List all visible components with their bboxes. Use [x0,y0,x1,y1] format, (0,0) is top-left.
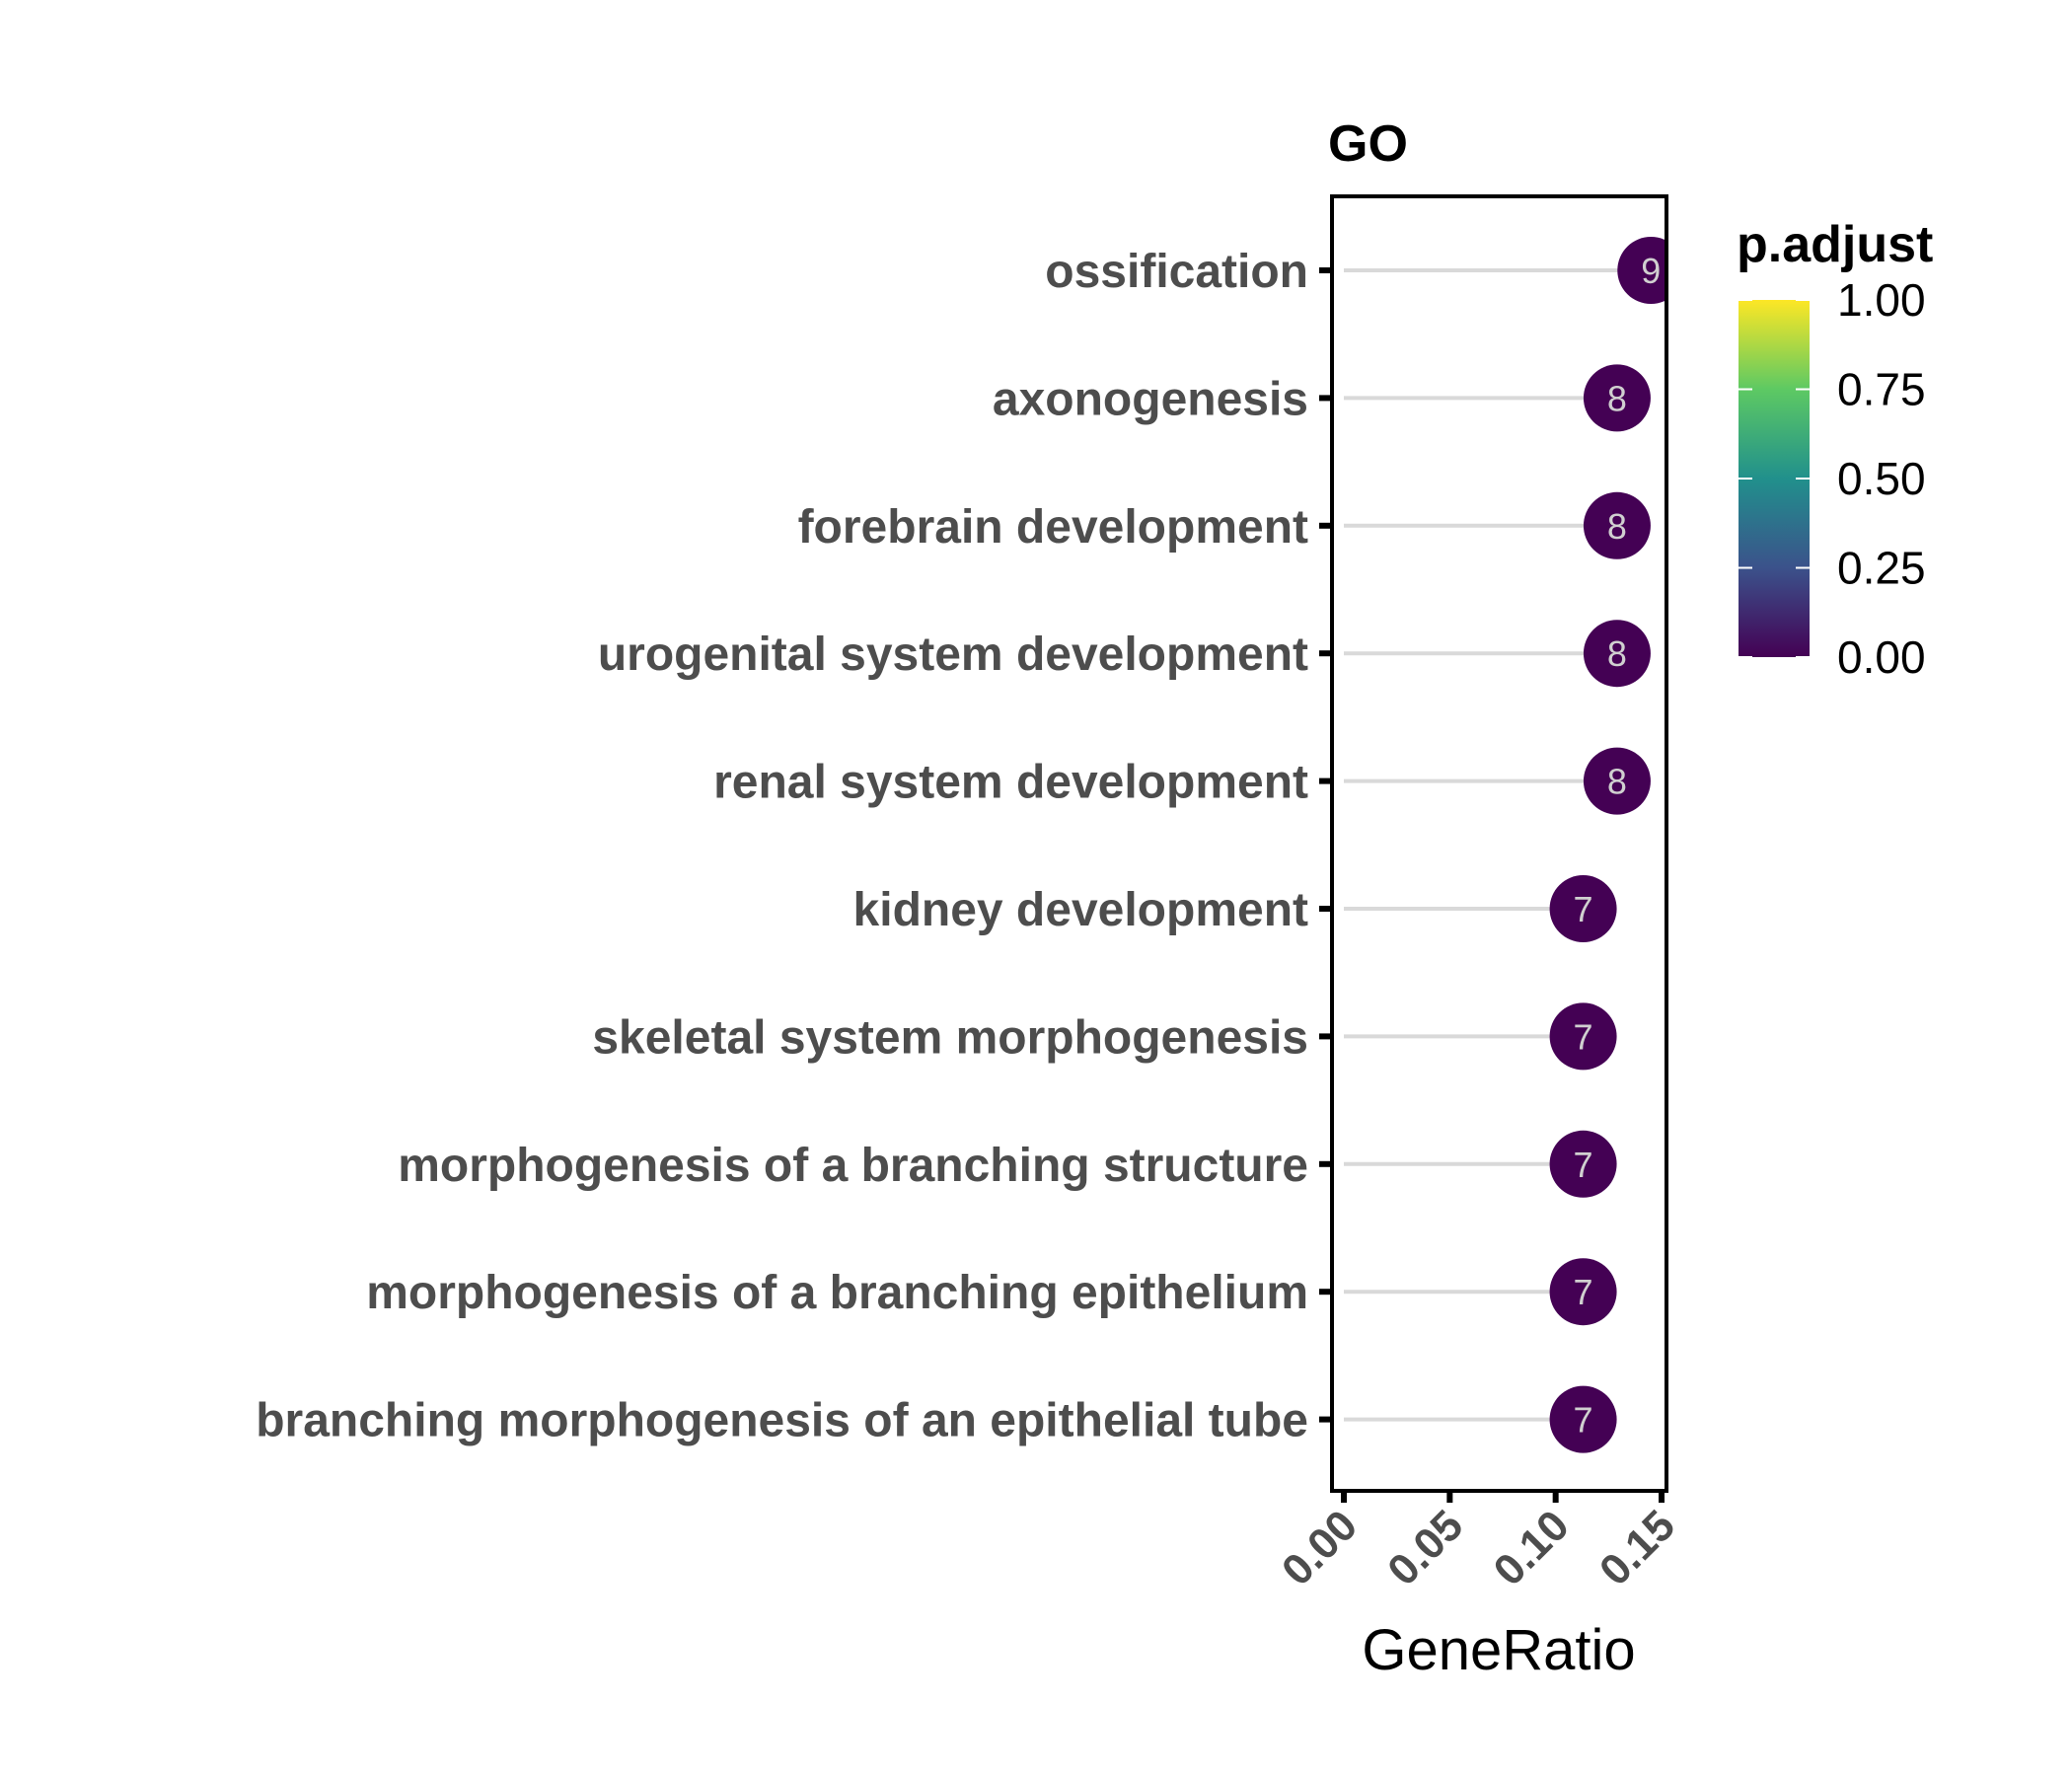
y-tick-label: ossification [1045,246,1308,298]
y-tick-label: branching morphogenesis of an epithelial… [256,1395,1308,1447]
legend: p.adjust 0.00 0.25 0.50 0.75 1.00 [1737,216,1933,683]
data-point [1583,364,1651,432]
data-point [1549,1385,1617,1453]
colorbar-ticks: 0.00 0.25 0.50 0.75 1.00 [1739,274,1926,683]
data-point [1617,237,1665,304]
x-tick-label: 0.00 [1273,1501,1367,1594]
legend-title: p.adjust [1737,216,1933,273]
x-tick-label: 0.05 [1378,1501,1472,1594]
colorbar-tick-label: 0.75 [1837,364,1926,415]
data-point [1549,1130,1617,1198]
count-label: 8 [1607,633,1627,674]
data-point [1549,1002,1617,1071]
data-point [1549,1258,1617,1326]
y-tick-label: morphogenesis of a branching structure [398,1140,1308,1192]
plot-panel-border [1330,194,1668,1493]
colorbar-tick-label: 0.25 [1837,543,1926,594]
y-tick-label: forebrain development [798,501,1308,554]
count-label: 7 [1574,1400,1593,1441]
y-tick-label: axonogenesis [993,373,1308,425]
x-axis: 0.00 0.05 0.10 0.15 [1273,1491,1684,1595]
count-label: 7 [1574,1272,1593,1312]
data-point [1549,875,1617,942]
colorbar-tick-label: 1.00 [1837,274,1926,326]
y-tick-label: urogenital system development [598,629,1308,681]
y-tick-label: morphogenesis of a branching epithelium [366,1267,1308,1319]
count-label: 7 [1574,1016,1593,1057]
x-axis-title: GeneRatio [1362,1618,1635,1682]
count-label: 9 [1641,251,1661,291]
x-tick-label: 0.15 [1591,1501,1684,1594]
lollipop-stems [1344,268,1652,1422]
count-label: 8 [1607,762,1627,802]
y-tick-label: renal system development [713,757,1308,809]
y-tick-label: skeletal system morphogenesis [592,1011,1308,1064]
count-label: 8 [1607,378,1627,418]
count-label: 7 [1574,889,1593,929]
count-label: 7 [1574,1145,1593,1185]
data-point [1583,491,1651,559]
data-point [1583,620,1651,688]
x-tick-label: 0.10 [1485,1501,1579,1594]
chart-title: GO [1328,115,1408,173]
y-tick-label: kidney development [853,884,1308,936]
colorbar-tick-label: 0.00 [1837,631,1926,683]
colorbar-tick-label: 0.50 [1837,453,1926,504]
count-label: 8 [1607,506,1627,547]
lollipop-dots: 9 8 8 8 8 7 7 7 7 7 [1549,237,1665,1453]
y-axis: ossification axonogenesis forebrain develo… [256,246,1332,1447]
data-point [1583,747,1651,815]
